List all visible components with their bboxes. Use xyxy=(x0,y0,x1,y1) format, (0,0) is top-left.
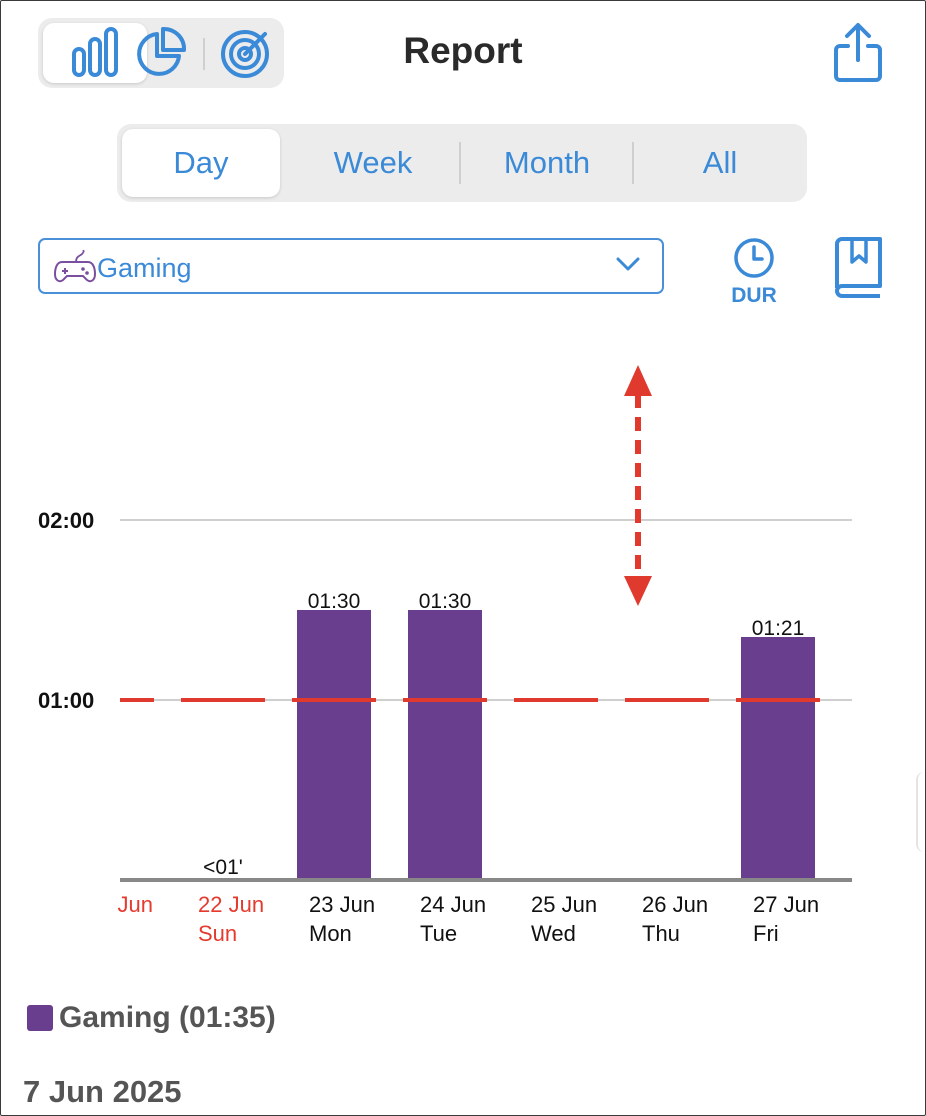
x-tick-weekday: Sun xyxy=(198,921,237,946)
page-title: Report xyxy=(403,30,523,71)
x-tick-label: 25 Jun xyxy=(531,892,597,917)
arrow-down-icon xyxy=(624,576,652,606)
target-icon xyxy=(221,30,269,78)
x-tick-weekday: Thu xyxy=(642,921,680,946)
bar-chart-view-button[interactable] xyxy=(43,23,147,83)
tab-week[interactable]: Week xyxy=(333,145,413,180)
pie-chart-view-button[interactable] xyxy=(130,23,190,83)
drawer-handle[interactable] xyxy=(916,772,926,852)
bar-value-label: <01' xyxy=(203,856,243,879)
tab-day[interactable]: Day xyxy=(122,129,280,197)
view-switcher xyxy=(38,18,284,88)
bar-value-label: 01:30 xyxy=(308,590,361,613)
tab-divider xyxy=(459,142,461,184)
bar xyxy=(297,610,371,880)
daily-bar-chart: 01:00 02:00 <01' 01:30 01:30 01:21 Jun 22 Jun Su… xyxy=(38,365,852,946)
legend-swatch xyxy=(27,1005,53,1031)
category-value: Gaming xyxy=(97,253,192,283)
legend-label: Gaming (01:35) xyxy=(59,1001,276,1034)
gamepad-icon xyxy=(54,250,96,283)
target-view-button[interactable] xyxy=(216,23,276,83)
x-tick-weekday: Fri xyxy=(753,921,779,946)
x-tick-weekday: Tue xyxy=(420,921,457,946)
x-tick-label: 24 Jun xyxy=(420,892,486,917)
tab-divider xyxy=(632,142,634,184)
x-tick-label: 27 Jun xyxy=(753,892,819,917)
x-tick-weekday: Mon xyxy=(309,921,352,946)
category-dropdown[interactable]: Gaming xyxy=(38,238,664,294)
list-date-heading: 7 Jun 2025 xyxy=(23,1074,182,1109)
y-tick-label: 01:00 xyxy=(38,688,94,713)
share-icon xyxy=(834,23,882,82)
y-tick-label: 02:00 xyxy=(38,508,94,533)
duration-toggle-button[interactable]: DUR xyxy=(724,236,784,308)
bookmark-book-icon xyxy=(835,237,882,298)
log-book-button[interactable] xyxy=(832,236,886,300)
chevron-down-icon xyxy=(616,257,640,271)
x-tick-label: Jun xyxy=(118,892,153,917)
share-button[interactable] xyxy=(832,22,884,84)
period-segmented-control: Day Week Month All xyxy=(117,124,807,202)
bar-value-label: 01:30 xyxy=(419,590,472,613)
bar-value-label: 01:21 xyxy=(752,617,805,640)
bar-chart-icon xyxy=(72,27,118,77)
x-tick-label: 26 Jun xyxy=(642,892,708,917)
tab-all[interactable]: All xyxy=(702,145,738,180)
x-tick-weekday: Wed xyxy=(531,921,576,946)
tab-month[interactable]: Month xyxy=(503,145,591,180)
x-tick-label: 23 Jun xyxy=(309,892,375,917)
chart-legend: Gaming (01:35) xyxy=(27,1001,276,1035)
pie-chart-icon xyxy=(137,27,186,76)
arrow-up-icon xyxy=(624,365,652,396)
bar xyxy=(741,637,815,880)
bar xyxy=(408,610,482,880)
duration-label: DUR xyxy=(731,284,777,307)
view-divider xyxy=(203,38,205,70)
clock-icon xyxy=(734,238,774,278)
x-tick-label: 22 Jun xyxy=(198,892,264,917)
